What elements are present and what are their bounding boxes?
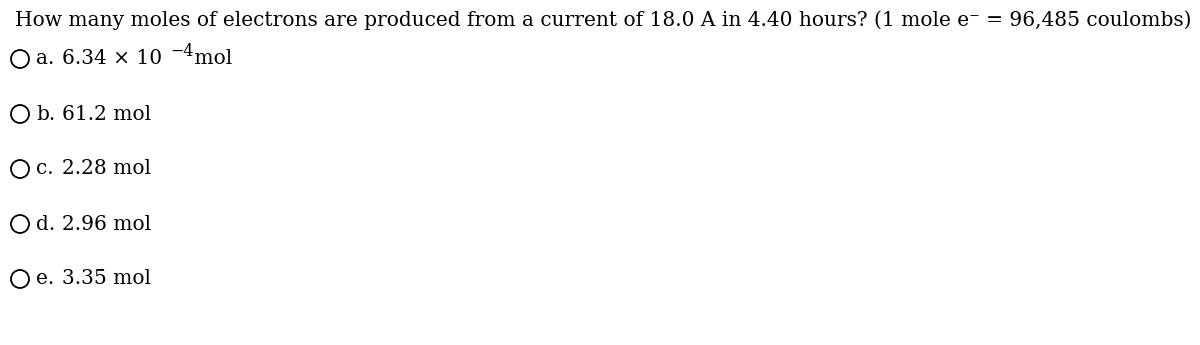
Text: 3.35 mol: 3.35 mol — [62, 269, 151, 288]
Text: 61.2 mol: 61.2 mol — [62, 105, 151, 124]
Text: e.: e. — [36, 269, 54, 288]
Text: How many moles of electrons are produced from a current of 18.0 A in 4.40 hours?: How many moles of electrons are produced… — [14, 10, 1192, 30]
Text: 2.96 mol: 2.96 mol — [62, 215, 151, 234]
Text: c.: c. — [36, 159, 54, 178]
Text: mol: mol — [188, 49, 233, 69]
Text: −4: −4 — [170, 42, 193, 59]
Text: 2.28 mol: 2.28 mol — [62, 159, 151, 178]
Text: d.: d. — [36, 215, 55, 234]
Text: b.: b. — [36, 105, 55, 124]
Text: a.: a. — [36, 49, 54, 69]
Text: 6.34 × 10: 6.34 × 10 — [62, 49, 162, 69]
